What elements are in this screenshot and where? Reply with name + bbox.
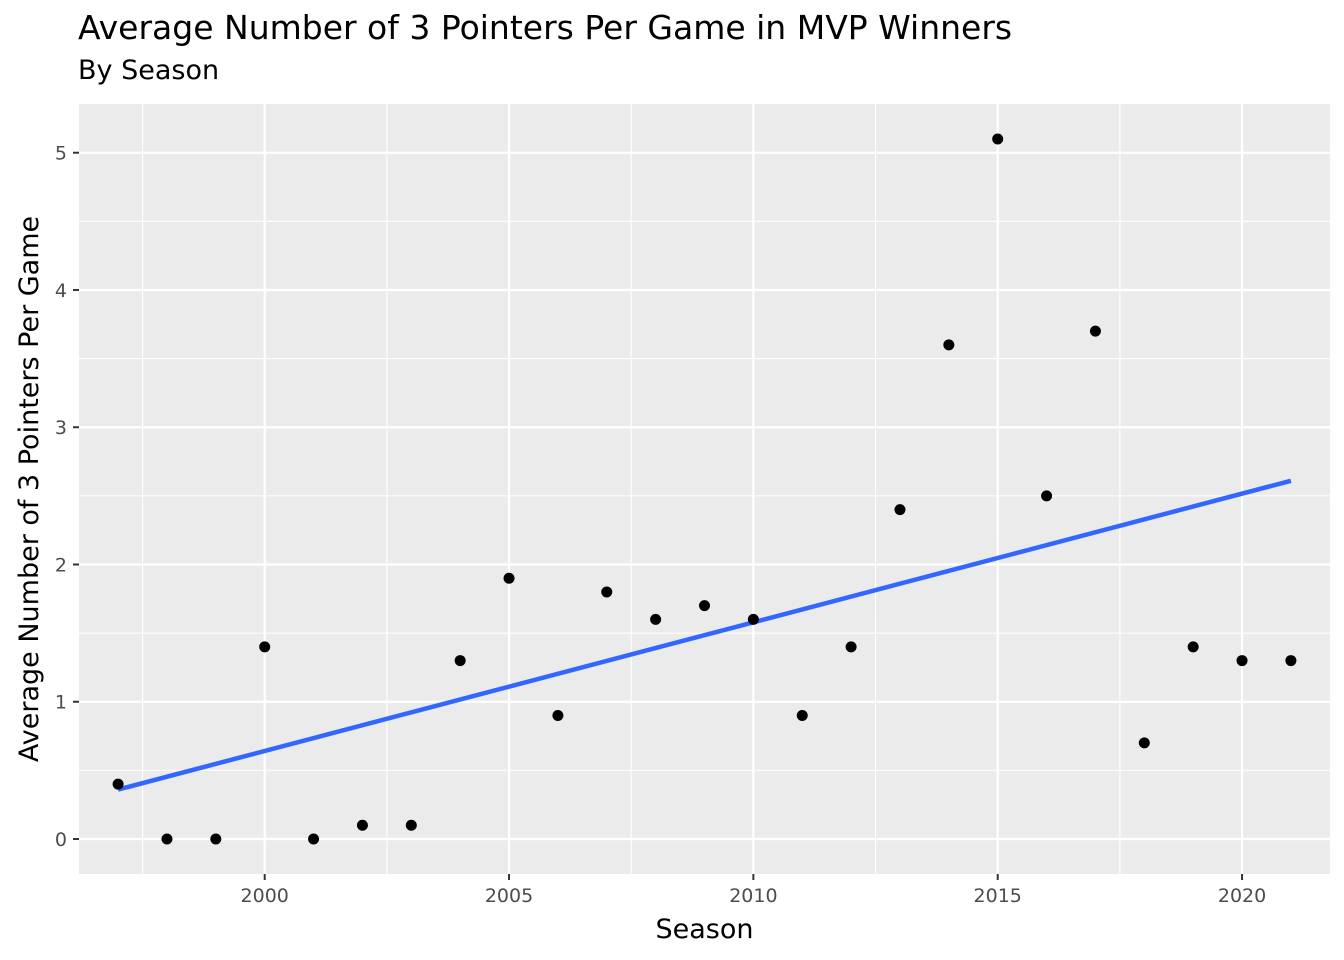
data-point [308,833,320,845]
y-tick-label: 1 [55,692,67,714]
chart-subtitle: By Season [78,55,220,86]
data-point [356,819,368,831]
data-point [796,709,808,721]
x-tick-label: 2020 [1218,885,1266,907]
data-point [552,709,564,721]
x-tick-label: 2000 [241,885,289,907]
y-tick-label: 3 [55,417,67,439]
data-point [992,133,1004,145]
data-point [943,339,955,351]
x-tick-label: 2005 [485,885,533,907]
x-tick-label: 2010 [729,885,777,907]
data-point [1089,325,1101,337]
x-tick-label: 2015 [974,885,1022,907]
y-axis-title: Average Number of 3 Pointers Per Game [14,216,45,762]
data-point [1285,655,1297,667]
y-tick-label: 0 [55,829,67,851]
data-point [259,641,271,653]
data-point [747,613,759,625]
y-tick-label: 5 [55,143,67,165]
data-point [405,819,417,831]
data-point [210,833,222,845]
data-point [1138,737,1150,749]
y-tick-label: 2 [55,554,67,576]
data-point [112,778,124,790]
data-point [1187,641,1199,653]
data-point [894,504,906,516]
x-axis-title: Season [656,914,754,945]
data-point [1041,490,1053,502]
data-point [503,572,515,584]
axes: 2000 2005 2010 2015 2020 0 1 2 3 4 5 [55,143,1266,907]
data-point [699,600,710,612]
chart-title: Average Number of 3 Pointers Per Game in… [78,8,1013,47]
data-points [112,133,1297,845]
trend-line-group [117,478,1292,792]
data-point [650,613,662,625]
plot-panel [79,104,1330,874]
data-point [161,833,173,845]
y-tick-label: 4 [55,280,67,302]
data-point [845,641,857,653]
data-point [601,586,613,598]
data-point [1236,655,1248,667]
data-point [454,655,466,667]
trend-line [117,478,1292,792]
